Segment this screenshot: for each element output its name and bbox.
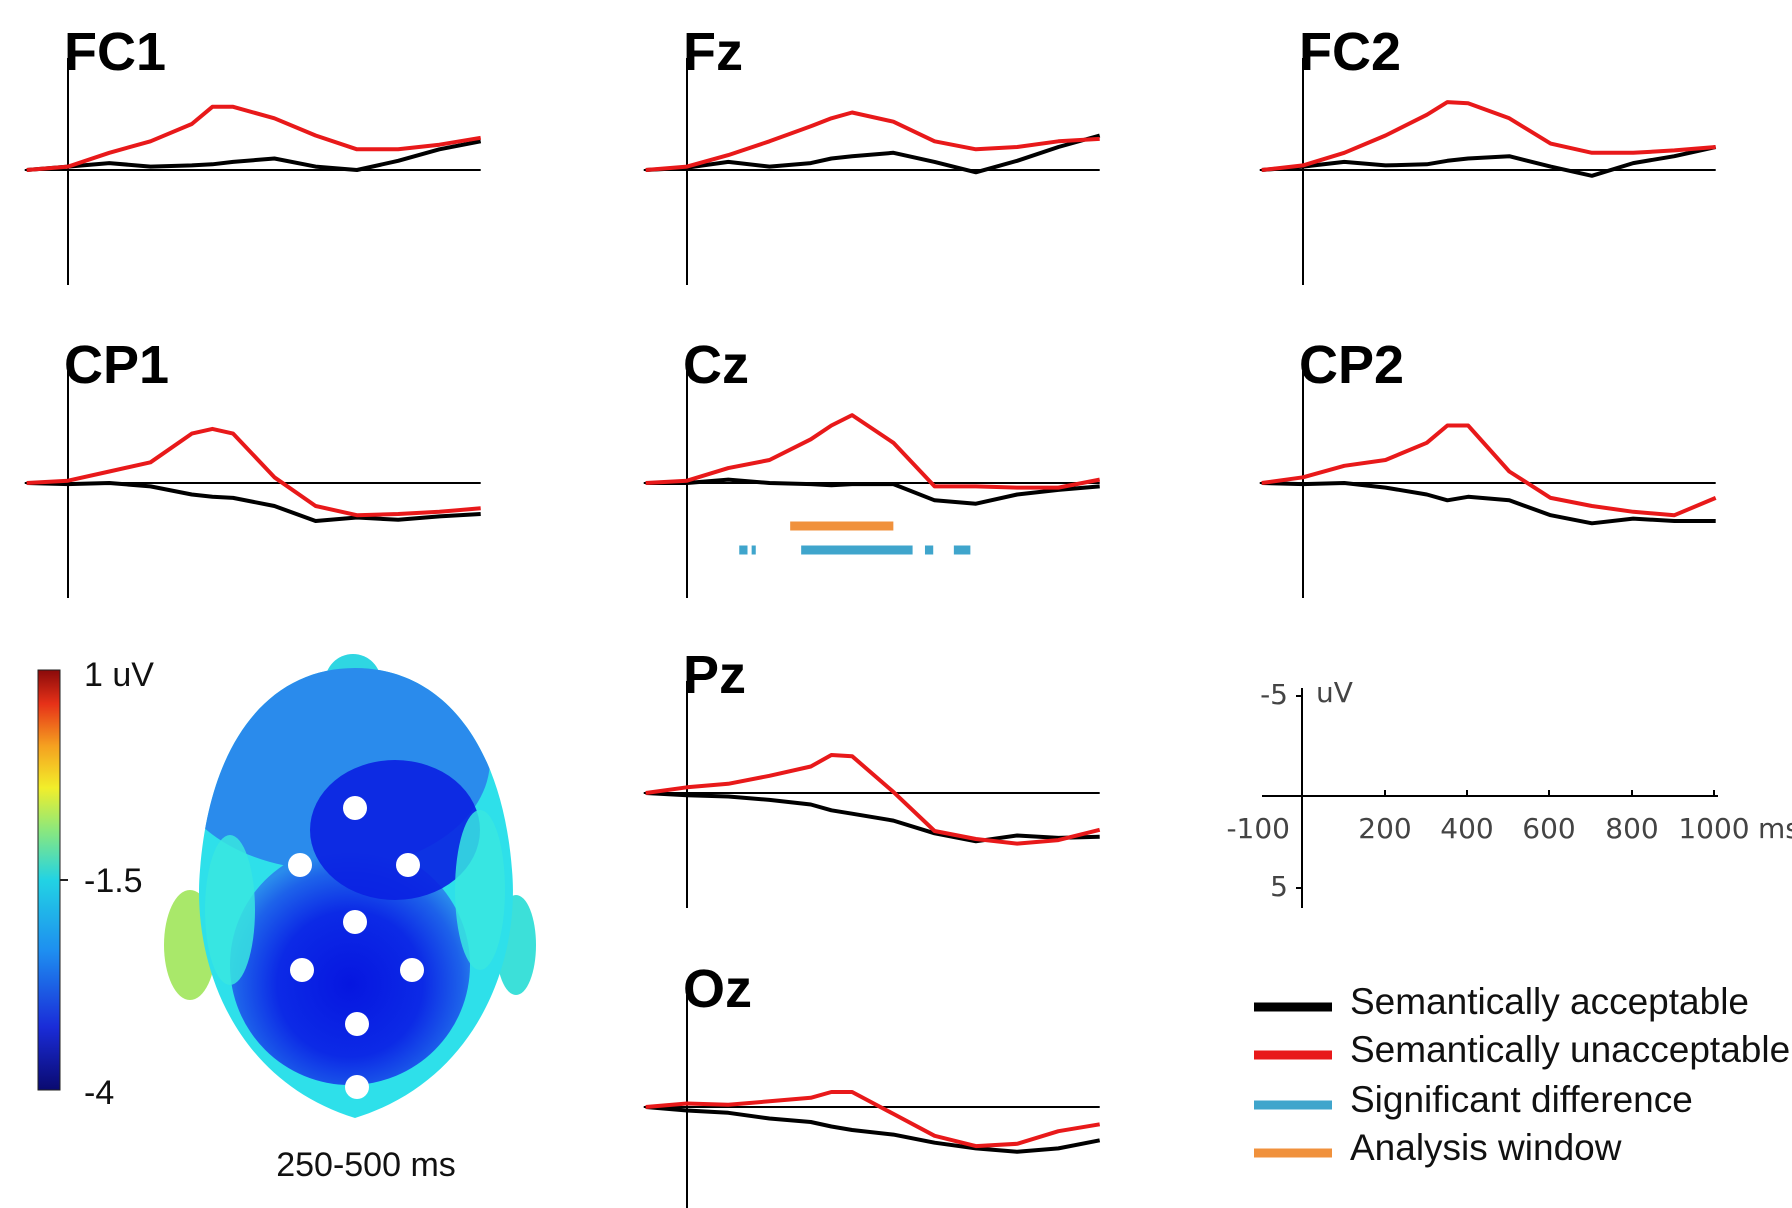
erp-panel-cp1: CP1 <box>24 335 481 598</box>
colorbar-min-label: -4 <box>84 1074 114 1112</box>
scale-x-tick-label: -100 <box>1226 812 1290 845</box>
trace-acceptable <box>645 133 1101 175</box>
channel-label: FC1 <box>64 22 166 82</box>
trace-unacceptable <box>26 104 482 172</box>
scale-x-tick-label: 800 <box>1605 812 1658 845</box>
colorbar: 1 uV -1.5 -4 <box>37 656 154 1112</box>
erp-panel-cz: Cz <box>643 335 1101 598</box>
trace-acceptable <box>26 481 481 523</box>
head-fill <box>199 668 505 1085</box>
legend-label-acceptable: Semantically acceptable <box>1350 981 1749 1022</box>
channel-label: Cz <box>683 335 749 395</box>
erp-panels: FC1 Fz FC2 CP1 Cz CP2 Pz Oz <box>24 22 1717 1208</box>
scale-x-tick-label: 200 <box>1358 812 1411 845</box>
electrode-fc2 <box>396 853 420 877</box>
erp-panel-cp2: CP2 <box>1259 335 1717 598</box>
colorbar-gradient <box>37 669 61 1091</box>
channel-label: FC2 <box>1299 22 1401 82</box>
colorbar-max-label: 1 uV <box>84 656 154 694</box>
erp-panel-fc1: FC1 <box>24 22 482 285</box>
channel-label: Fz <box>683 22 743 82</box>
trace-unacceptable <box>1261 100 1716 172</box>
erp-panel-pz: Pz <box>643 645 1101 908</box>
trace-unacceptable <box>645 110 1100 172</box>
scale-bar: -5 5 uV -100 200 400 600 800 1000 ms <box>1226 676 1792 908</box>
channel-label: CP1 <box>64 335 169 395</box>
legend-label-significant: Significant difference <box>1350 1079 1693 1120</box>
trace-acceptable <box>1261 145 1717 178</box>
electrode-markers <box>288 796 424 1099</box>
trace-acceptable <box>645 477 1100 506</box>
erp-panel-oz: Oz <box>643 959 1101 1208</box>
scale-x-tick-label: 600 <box>1522 812 1575 845</box>
scale-ticks <box>1296 695 1715 889</box>
scale-y-unit: uV <box>1316 676 1353 709</box>
channel-label: Pz <box>683 645 746 705</box>
erp-panel-fc2: FC2 <box>1259 22 1717 285</box>
trace-unacceptable <box>26 426 481 518</box>
trace-unacceptable <box>1261 423 1717 518</box>
electrode-cp1 <box>290 958 314 982</box>
scale-x-unit: ms <box>1758 812 1792 845</box>
scale-x-tick-label: 1000 <box>1678 812 1749 845</box>
scalp-topography: 250-500 ms <box>164 654 536 1184</box>
erp-panel-fz: Fz <box>643 22 1101 285</box>
trace-unacceptable <box>645 1090 1101 1149</box>
cz-annotation-bars <box>739 521 971 555</box>
trace-unacceptable <box>645 413 1101 490</box>
trace-acceptable <box>645 791 1100 844</box>
electrode-cz <box>343 910 367 934</box>
scale-y-tick-top: -5 <box>1260 678 1288 711</box>
electrode-fz <box>343 796 367 820</box>
legend-label-unacceptable: Semantically unacceptable <box>1350 1029 1790 1070</box>
electrode-oz <box>345 1075 369 1099</box>
scale-x-tick-label: 400 <box>1440 812 1493 845</box>
scale-y-tick-bottom: 5 <box>1270 870 1288 903</box>
trace-acceptable <box>26 139 482 172</box>
channel-label: Oz <box>683 959 752 1019</box>
legend-label-analysis-window: Analysis window <box>1350 1127 1622 1168</box>
electrode-cp2 <box>400 958 424 982</box>
topography-caption: 250-500 ms <box>276 1146 456 1184</box>
channel-label: CP2 <box>1299 335 1404 395</box>
trace-acceptable <box>1261 481 1716 526</box>
legend: Semantically acceptable Semantically una… <box>1254 981 1790 1168</box>
trace-unacceptable <box>645 753 1101 846</box>
trace-acceptable <box>645 1105 1101 1154</box>
electrode-fc1 <box>288 853 312 877</box>
electrode-pz <box>345 1012 369 1036</box>
colorbar-mid-label: -1.5 <box>84 862 143 900</box>
